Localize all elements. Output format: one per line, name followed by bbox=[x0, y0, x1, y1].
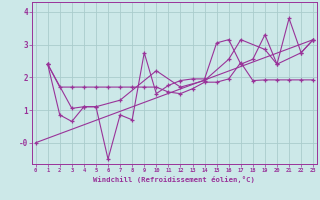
X-axis label: Windchill (Refroidissement éolien,°C): Windchill (Refroidissement éolien,°C) bbox=[93, 176, 255, 183]
